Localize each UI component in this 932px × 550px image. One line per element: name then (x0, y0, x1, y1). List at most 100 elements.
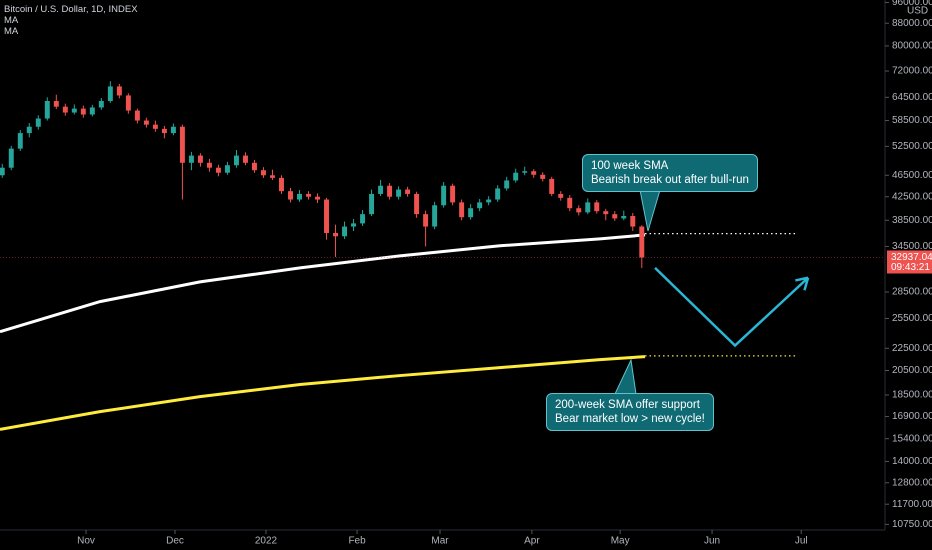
x-tick-label: Mar (431, 536, 449, 547)
candle-body (576, 208, 582, 213)
x-tick-label: Jul (795, 536, 808, 547)
candle-body (423, 214, 429, 227)
candle-body (251, 162, 257, 171)
candle-body (360, 214, 366, 224)
y-tick-label: 96000.00 (892, 0, 932, 8)
candle-body (53, 100, 59, 107)
candle-body (495, 188, 501, 200)
candle-body (161, 128, 167, 134)
candle-body (17, 133, 23, 149)
y-tick-label: 52500.00 (892, 141, 932, 152)
annotation-line: 200-week SMA offer support (555, 399, 700, 411)
y-tick-label: 34500.00 (892, 241, 932, 252)
y-tick-label: 22500.00 (892, 343, 932, 354)
candle-body (486, 199, 492, 203)
ma-line (0, 355, 646, 431)
candle-body (504, 180, 510, 189)
x-tick-label: Nov (77, 536, 95, 547)
x-tick-label: Dec (166, 536, 184, 547)
forecast-path (654, 266, 809, 348)
candle-body (44, 100, 50, 119)
candle-body (242, 155, 248, 163)
candle-body (594, 202, 600, 212)
candle-body (369, 193, 375, 215)
candle-body (179, 126, 185, 163)
y-tick-label: 28500.00 (892, 287, 932, 298)
candle-body (116, 86, 122, 96)
candle-body (62, 106, 68, 113)
candle-body (35, 118, 41, 127)
candle-body (71, 108, 77, 113)
candle-body (0, 167, 5, 176)
candle-body (89, 107, 95, 115)
candle-body (152, 124, 158, 129)
y-tick-label: 10750.00 (892, 519, 932, 530)
candle-body (387, 185, 393, 197)
candle-body (450, 185, 456, 203)
y-tick-label: 12800.00 (892, 477, 932, 488)
candle-body (522, 171, 528, 173)
candle-body (206, 162, 212, 168)
candle-body (468, 208, 474, 218)
y-tick-label: 14000.00 (892, 456, 932, 467)
y-tick-label: 46500.00 (892, 170, 932, 181)
y-tick-label: 20500.00 (892, 365, 932, 376)
y-tick-label: 18500.00 (892, 390, 932, 401)
annotation-line: 100 week SMA (591, 160, 669, 172)
candle-body (80, 108, 86, 115)
candle-body (260, 170, 266, 176)
candle-body (107, 86, 113, 101)
candle-body (441, 185, 447, 206)
y-tick-label: 42500.00 (892, 191, 932, 202)
currency-label: USD (907, 6, 928, 17)
candle-body (567, 197, 573, 209)
y-tick-label: 58500.00 (892, 115, 932, 126)
candle-body (279, 177, 284, 192)
y-tick-label: 11700.00 (892, 499, 932, 510)
x-tick-label: 2022 (255, 536, 278, 547)
candle-body (342, 226, 348, 237)
candle-body (224, 165, 230, 173)
y-tick-label: 16900.00 (892, 411, 932, 422)
candle-body (621, 215, 627, 219)
candle-body (351, 223, 357, 227)
candle-body (612, 214, 618, 219)
candle-body (459, 202, 465, 218)
candle-body (26, 126, 32, 134)
candle-body (170, 126, 176, 134)
candle-body (333, 232, 339, 237)
candle-body (324, 199, 330, 233)
last-price-box (887, 250, 932, 274)
candle-body (540, 174, 546, 179)
candle-body (414, 193, 420, 215)
candle-body (603, 211, 609, 215)
candle-body (378, 185, 384, 194)
candle-body (125, 95, 131, 111)
callout-pointer (614, 358, 637, 395)
x-tick-label: Apr (524, 536, 540, 547)
y-tick-label: 80000.00 (892, 41, 932, 52)
candle-body (630, 215, 636, 227)
candle-body (143, 120, 149, 125)
y-tick-label: 25500.00 (892, 313, 932, 324)
annotation-box: 100 week SMA Bearish break out after bul… (582, 154, 758, 192)
candle-body (8, 148, 14, 168)
annotation-line: Bearish break out after bull-run (591, 174, 749, 186)
plot-area (0, 81, 810, 431)
candle-body (477, 202, 483, 209)
indicator-label: MA (4, 26, 19, 37)
ma-line (0, 233, 646, 334)
x-tick-label: May (611, 536, 630, 547)
callout-pointer (639, 189, 661, 232)
countdown-label: 09:43:21 (891, 262, 930, 273)
x-tick-label: Feb (348, 536, 366, 547)
candle-body (405, 189, 411, 194)
candle-body (270, 175, 275, 178)
candle-body (315, 196, 320, 200)
candle-body (396, 189, 402, 197)
candle-body (549, 178, 555, 194)
candle-body (513, 172, 519, 181)
y-tick-label: 72000.00 (892, 66, 932, 77)
